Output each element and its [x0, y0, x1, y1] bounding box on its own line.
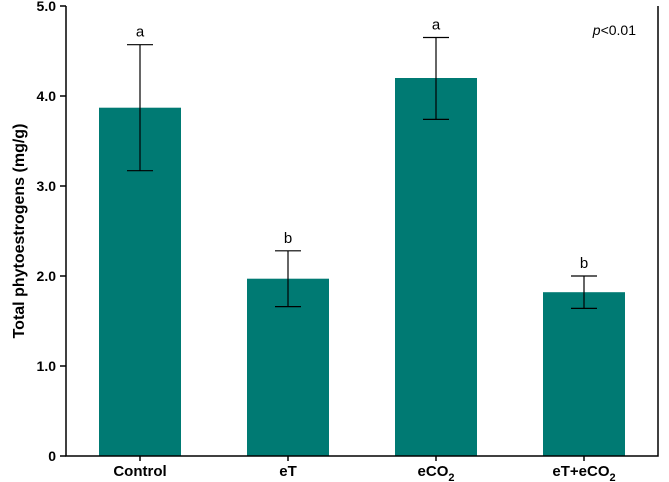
x-category-label: eT: [279, 463, 297, 480]
y-tick-label: 2.0: [37, 268, 57, 284]
y-tick-label: 4.0: [37, 88, 57, 104]
significance-letter: b: [580, 255, 588, 272]
bar-2: [247, 278, 329, 456]
significance-letters: a b a b: [136, 17, 588, 273]
x-category-label: eT+eCO2: [552, 463, 615, 482]
y-tick-label: 1.0: [37, 358, 57, 374]
y-axis-ticks: 0 1.0 2.0 3.0 4.0 5.0: [37, 0, 66, 464]
axis-frame: [65, 6, 659, 457]
x-axis-labels: Control eT eCO2 eT+eCO2: [113, 456, 616, 482]
error-bars: [127, 36, 597, 309]
error-bar-1: [127, 44, 153, 172]
error-bar-4: [571, 275, 597, 309]
y-tick-label: 0: [48, 448, 56, 464]
bar-4: [543, 292, 625, 456]
y-tick-label: 5.0: [37, 0, 57, 14]
significance-letter: b: [284, 230, 292, 247]
error-bar-3: [423, 36, 449, 120]
significance-letter: a: [432, 17, 441, 34]
error-bar-2: [275, 250, 301, 308]
y-axis-label: Total phytoestrogens (mg/g): [11, 124, 28, 339]
bar-3: [395, 78, 477, 456]
axes: [65, 6, 659, 457]
x-category-label: Control: [113, 463, 166, 480]
p-value-annotation: p<0.01: [592, 22, 636, 38]
x-category-label: eCO2: [418, 463, 455, 482]
y-tick-label: 3.0: [37, 178, 57, 194]
significance-letter: a: [136, 24, 145, 41]
bars: [99, 78, 625, 456]
